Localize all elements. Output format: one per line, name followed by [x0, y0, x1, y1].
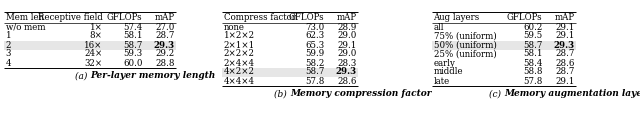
Text: GFLOPs: GFLOPs	[107, 13, 143, 22]
Text: 29.1: 29.1	[337, 40, 356, 49]
Text: Compress factor: Compress factor	[223, 13, 296, 22]
Text: 29.0: 29.0	[337, 32, 356, 40]
Text: 58.8: 58.8	[523, 67, 543, 76]
Text: 50% (uniform): 50% (uniform)	[433, 40, 497, 49]
Text: 58.2: 58.2	[305, 59, 324, 67]
Text: w/o mem: w/o mem	[6, 23, 45, 32]
Text: 2: 2	[6, 40, 11, 49]
Text: 2×2×2: 2×2×2	[223, 49, 255, 59]
Text: 8×: 8×	[90, 32, 102, 40]
Text: Receptive field: Receptive field	[38, 13, 102, 22]
Text: 28.6: 28.6	[337, 76, 356, 86]
Text: 58.7: 58.7	[305, 67, 324, 76]
Text: 28.3: 28.3	[337, 59, 356, 67]
Text: GFLOPs: GFLOPs	[507, 13, 543, 22]
Text: 58.7: 58.7	[523, 40, 543, 49]
Text: 16×: 16×	[84, 40, 102, 49]
Text: 24×: 24×	[84, 49, 102, 59]
Text: 1×2×2: 1×2×2	[223, 32, 255, 40]
Bar	[222, 67, 358, 76]
Text: 28.7: 28.7	[155, 32, 175, 40]
Text: 3: 3	[6, 49, 11, 59]
Text: middle: middle	[433, 67, 463, 76]
Text: 28.7: 28.7	[555, 67, 575, 76]
Text: 59.3: 59.3	[124, 49, 143, 59]
Text: 58.1: 58.1	[123, 32, 143, 40]
Text: (b): (b)	[275, 89, 290, 99]
Text: 1×: 1×	[90, 23, 102, 32]
Text: 29.3: 29.3	[554, 40, 575, 49]
Text: mAP: mAP	[554, 13, 575, 22]
Text: 29.1: 29.1	[555, 32, 575, 40]
Text: 29.1: 29.1	[555, 76, 575, 86]
Text: 29.3: 29.3	[154, 40, 175, 49]
Text: GFLOPs: GFLOPs	[289, 13, 324, 22]
Text: 2×1×1: 2×1×1	[223, 40, 255, 49]
Text: 29.3: 29.3	[335, 67, 356, 76]
Text: 28.7: 28.7	[555, 49, 575, 59]
Text: Aug layers: Aug layers	[433, 13, 480, 22]
Text: Per-layer memory length: Per-layer memory length	[90, 72, 215, 80]
Text: (a): (a)	[75, 72, 90, 80]
Text: mAP: mAP	[154, 13, 175, 22]
Text: none: none	[223, 23, 244, 32]
Text: early: early	[433, 59, 456, 67]
Text: mAP: mAP	[337, 13, 356, 22]
Text: 60.0: 60.0	[123, 59, 143, 67]
Text: 75% (uniform): 75% (uniform)	[433, 32, 496, 40]
Text: 57.8: 57.8	[523, 76, 543, 86]
Text: 59.5: 59.5	[524, 32, 543, 40]
Text: 65.3: 65.3	[305, 40, 324, 49]
Text: 28.8: 28.8	[155, 59, 175, 67]
Text: 60.2: 60.2	[523, 23, 543, 32]
Text: 2×4×4: 2×4×4	[223, 59, 255, 67]
Bar	[432, 40, 576, 49]
Text: 58.4: 58.4	[523, 59, 543, 67]
Text: 58.7: 58.7	[123, 40, 143, 49]
Text: Mem len: Mem len	[6, 13, 44, 22]
Text: late: late	[433, 76, 450, 86]
Text: 4: 4	[6, 59, 11, 67]
Text: Memory compression factor: Memory compression factor	[290, 89, 431, 99]
Text: all: all	[433, 23, 444, 32]
Text: 59.9: 59.9	[305, 49, 324, 59]
Text: 1: 1	[6, 32, 11, 40]
Text: (c): (c)	[489, 89, 504, 99]
Text: 29.0: 29.0	[337, 49, 356, 59]
Text: Memory augmentation layers: Memory augmentation layers	[504, 89, 640, 99]
Text: 58.1: 58.1	[523, 49, 543, 59]
Text: 32×: 32×	[84, 59, 102, 67]
Text: 28.6: 28.6	[555, 59, 575, 67]
Text: 57.4: 57.4	[124, 23, 143, 32]
Text: 29.2: 29.2	[156, 49, 175, 59]
Text: 73.0: 73.0	[305, 23, 324, 32]
Text: 4×2×2: 4×2×2	[223, 67, 255, 76]
Text: 28.9: 28.9	[337, 23, 356, 32]
Text: 29.1: 29.1	[555, 23, 575, 32]
Bar	[4, 40, 176, 49]
Text: 62.3: 62.3	[305, 32, 324, 40]
Text: 57.8: 57.8	[305, 76, 324, 86]
Text: 25% (uniform): 25% (uniform)	[433, 49, 496, 59]
Text: 4×4×4: 4×4×4	[223, 76, 255, 86]
Text: 27.0: 27.0	[155, 23, 175, 32]
